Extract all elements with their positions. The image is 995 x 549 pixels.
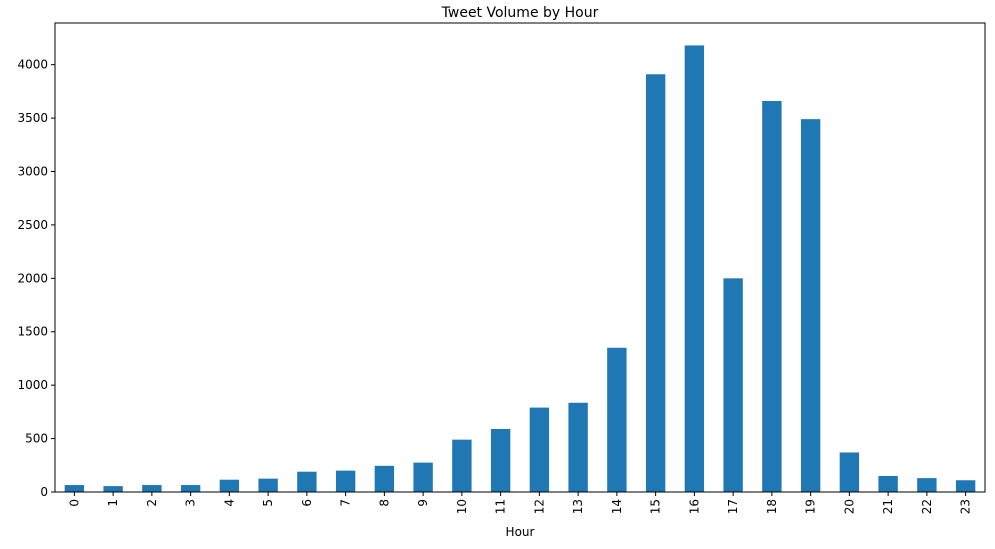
y-tick-label: 2500: [17, 218, 48, 232]
chart-title: Tweet Volume by Hour: [441, 5, 599, 21]
bar-hour-22: [917, 478, 937, 492]
bar-hour-15: [645, 74, 666, 492]
bar-hour-3: [180, 485, 201, 492]
x-tick-label: 9: [416, 499, 430, 507]
x-axis: 0 1 2 3 4 5 6 7 8 9 10 11 12 13 14 15 16 17 18 19 20 21 22 23: [67, 492, 973, 514]
bar-hour-13: [568, 402, 588, 492]
x-tick-label: 6: [300, 499, 314, 507]
x-tick-label: 10: [455, 499, 469, 514]
bar-hour-19: [800, 119, 821, 493]
bar-hour-10: [452, 439, 472, 492]
y-tick-label: 0: [40, 485, 48, 499]
x-tick-label: 1: [106, 499, 120, 507]
bar-hour-21: [878, 475, 898, 492]
x-tick-label: 0: [67, 499, 81, 507]
x-tick-label: 2: [145, 499, 159, 507]
x-tick-label: 11: [494, 499, 508, 514]
y-tick-label: 1500: [17, 325, 48, 339]
x-tick-label: 16: [687, 499, 701, 514]
x-tick-label: 20: [842, 499, 856, 514]
x-tick-label: 14: [610, 499, 624, 514]
x-tick-label: 13: [571, 499, 585, 514]
bar-hour-20: [839, 452, 860, 492]
y-tick-label: 1000: [17, 378, 48, 392]
bar-hour-5: [258, 478, 278, 492]
x-tick-label: 12: [532, 499, 546, 514]
bar-hour-6: [297, 471, 317, 492]
bar-hour-7: [335, 470, 356, 492]
x-tick-label: 4: [222, 499, 236, 507]
x-tick-label: 17: [726, 499, 740, 514]
x-tick-label: 23: [959, 499, 973, 514]
x-tick-label: 19: [804, 499, 818, 514]
bar-hour-8: [374, 465, 395, 492]
bar-hour-17: [723, 278, 743, 492]
bar-hour-9: [413, 462, 433, 492]
x-tick-label: 18: [765, 499, 779, 514]
x-tick-label: 5: [261, 499, 275, 507]
x-tick-label: 22: [920, 499, 934, 514]
y-tick-label: 2000: [17, 271, 48, 285]
bar-hour-18: [762, 100, 782, 492]
bar-hour-1: [103, 486, 123, 492]
bar-hour-11: [490, 428, 511, 492]
y-axis: 0 500 1000 1500 2000 2500 3000 3500 4000: [17, 58, 55, 499]
y-tick-label: 3000: [17, 164, 48, 178]
x-tick-label: 3: [184, 499, 198, 507]
x-axis-label: Hour: [506, 525, 535, 539]
bar-hour-23: [955, 480, 976, 492]
bar-hour-0: [64, 485, 85, 492]
bar-hour-12: [529, 407, 550, 492]
x-tick-label: 8: [377, 499, 391, 507]
bar-hour-14: [607, 347, 627, 492]
x-tick-label: 21: [881, 499, 895, 514]
bar-hour-2: [142, 485, 162, 492]
y-tick-label: 500: [25, 432, 48, 446]
x-tick-label: 15: [649, 499, 663, 514]
y-tick-label: 4000: [17, 58, 48, 72]
y-tick-label: 3500: [17, 111, 48, 125]
plot-frame: [54, 22, 986, 493]
bar-hour-4: [219, 479, 240, 492]
x-tick-label: 7: [339, 499, 353, 507]
bar-group: [64, 45, 976, 493]
bar-hour-16: [684, 45, 705, 492]
